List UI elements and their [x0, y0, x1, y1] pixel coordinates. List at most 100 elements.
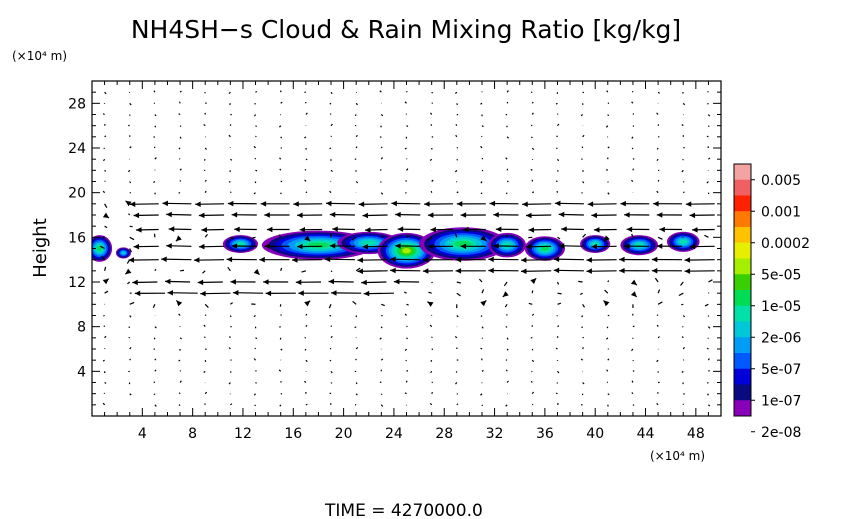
wind-vector	[684, 268, 715, 274]
wind-vector	[406, 303, 409, 306]
x-tick-label: 28	[435, 426, 453, 442]
wind-vector-head	[656, 212, 663, 218]
wind-vector-shaft	[380, 404, 384, 407]
wind-vector	[631, 101, 634, 104]
wind-vector-shaft	[428, 291, 432, 294]
wind-vector	[531, 313, 535, 316]
wind-vector	[297, 243, 323, 250]
wind-vector	[581, 326, 584, 329]
wind-vector-shaft	[203, 370, 206, 374]
wind-vector	[651, 256, 683, 263]
wind-vector	[104, 180, 106, 183]
wind-vector	[495, 226, 519, 232]
wind-vector	[279, 326, 281, 328]
wind-vector	[128, 91, 131, 94]
wind-vector	[228, 336, 231, 339]
wind-vector-shaft	[129, 225, 133, 228]
wind-vector-head	[266, 226, 273, 233]
wind-vector-head	[586, 257, 592, 263]
wind-vector-shaft	[656, 147, 659, 150]
wind-vector	[129, 248, 133, 253]
wind-vector	[460, 243, 486, 250]
wind-vector	[681, 169, 684, 173]
wind-vector	[228, 180, 231, 183]
wind-vector-shaft	[632, 404, 635, 406]
wind-vector	[493, 212, 519, 218]
wind-vector-shaft	[531, 348, 534, 351]
wind-vector-shaft	[431, 391, 434, 394]
colorbar-swatch	[734, 195, 751, 212]
wind-vector	[430, 226, 454, 233]
wind-vector	[129, 146, 132, 149]
wind-vector	[104, 335, 107, 339]
wind-vector	[279, 404, 282, 407]
wind-vector	[607, 146, 610, 149]
wind-vector	[656, 243, 683, 249]
wind-vector-shaft	[506, 380, 509, 383]
wind-vector	[279, 168, 282, 171]
wind-vector-shaft	[355, 267, 361, 272]
colorbar-label: 5e-07	[761, 362, 801, 378]
wind-vector	[255, 337, 258, 340]
wind-vector	[406, 125, 409, 127]
wind-vector	[480, 347, 483, 350]
wind-vector	[102, 278, 110, 285]
wind-vector-head	[427, 301, 434, 307]
wind-vector	[166, 243, 192, 249]
wind-vector	[481, 157, 484, 160]
wind-vector	[404, 348, 407, 352]
wind-vector	[104, 266, 107, 271]
wind-vector-shaft	[227, 266, 231, 272]
wind-vector-shaft	[330, 382, 333, 384]
wind-vector-shaft	[657, 179, 660, 182]
x-axis-unit: (×10⁴ m)	[650, 449, 705, 463]
wind-vector-shaft	[229, 371, 232, 373]
wind-vector	[253, 315, 256, 318]
wind-vector	[204, 147, 208, 150]
wind-vector-head	[591, 212, 597, 219]
wind-vector-shaft	[505, 404, 508, 407]
wind-vector	[204, 190, 207, 193]
wind-vector	[683, 393, 685, 395]
wind-vector-shaft	[531, 136, 533, 139]
wind-vector	[357, 268, 388, 274]
wind-vector	[657, 124, 660, 126]
wind-vector	[631, 179, 634, 182]
wind-vector	[506, 348, 509, 351]
colorbar-swatch	[734, 321, 751, 338]
wind-vector	[203, 336, 206, 339]
wind-vector	[228, 347, 231, 350]
colorbar-swatch	[734, 227, 751, 244]
wind-vector	[704, 303, 709, 307]
wind-vector-shaft	[431, 91, 434, 94]
wind-vector-shaft	[456, 292, 461, 297]
wind-vector-head	[393, 278, 400, 285]
wind-vector-head	[201, 227, 207, 233]
wind-vector	[324, 256, 355, 262]
chart-title: NH4SH−s Cloud & Rain Mixing Ratio [kg/kg…	[131, 15, 681, 44]
wind-vector-shaft	[305, 359, 308, 363]
wind-vector-shaft	[178, 147, 181, 150]
wind-vector	[531, 359, 535, 363]
wind-vector-shaft	[707, 358, 710, 361]
wind-vector-shaft	[429, 324, 433, 328]
wind-vector	[506, 90, 509, 93]
wind-vector-shaft	[506, 101, 509, 104]
wind-vector	[166, 211, 192, 218]
wind-vector	[198, 243, 225, 250]
wind-vector	[278, 125, 282, 128]
wind-vector	[557, 158, 560, 162]
wind-vector-head	[132, 279, 138, 286]
wind-vector-head	[230, 279, 236, 285]
wind-vector-shaft	[305, 158, 308, 161]
wind-vector	[100, 245, 105, 250]
wind-vector-shaft	[480, 393, 483, 396]
wind-vector-shaft	[305, 313, 308, 316]
wind-vector	[504, 303, 508, 308]
wind-vector	[505, 326, 508, 328]
wind-vector	[230, 279, 256, 285]
wind-vector-shaft	[632, 113, 635, 115]
wind-vector	[480, 235, 487, 242]
wind-vector-head	[166, 211, 172, 218]
wind-vector	[305, 191, 308, 194]
